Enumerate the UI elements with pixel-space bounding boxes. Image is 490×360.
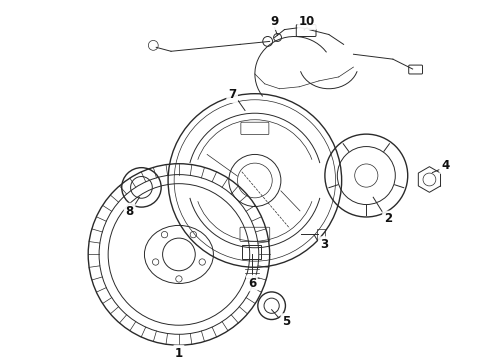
- Text: 6: 6: [248, 276, 256, 289]
- Text: 3: 3: [320, 238, 328, 251]
- Text: 9: 9: [270, 15, 279, 28]
- Text: 8: 8: [125, 204, 134, 217]
- Text: 10: 10: [299, 15, 315, 28]
- Text: 2: 2: [384, 212, 392, 225]
- Text: 7: 7: [228, 88, 236, 101]
- Text: 5: 5: [282, 315, 291, 328]
- Text: 1: 1: [175, 347, 183, 360]
- Text: 4: 4: [441, 159, 449, 172]
